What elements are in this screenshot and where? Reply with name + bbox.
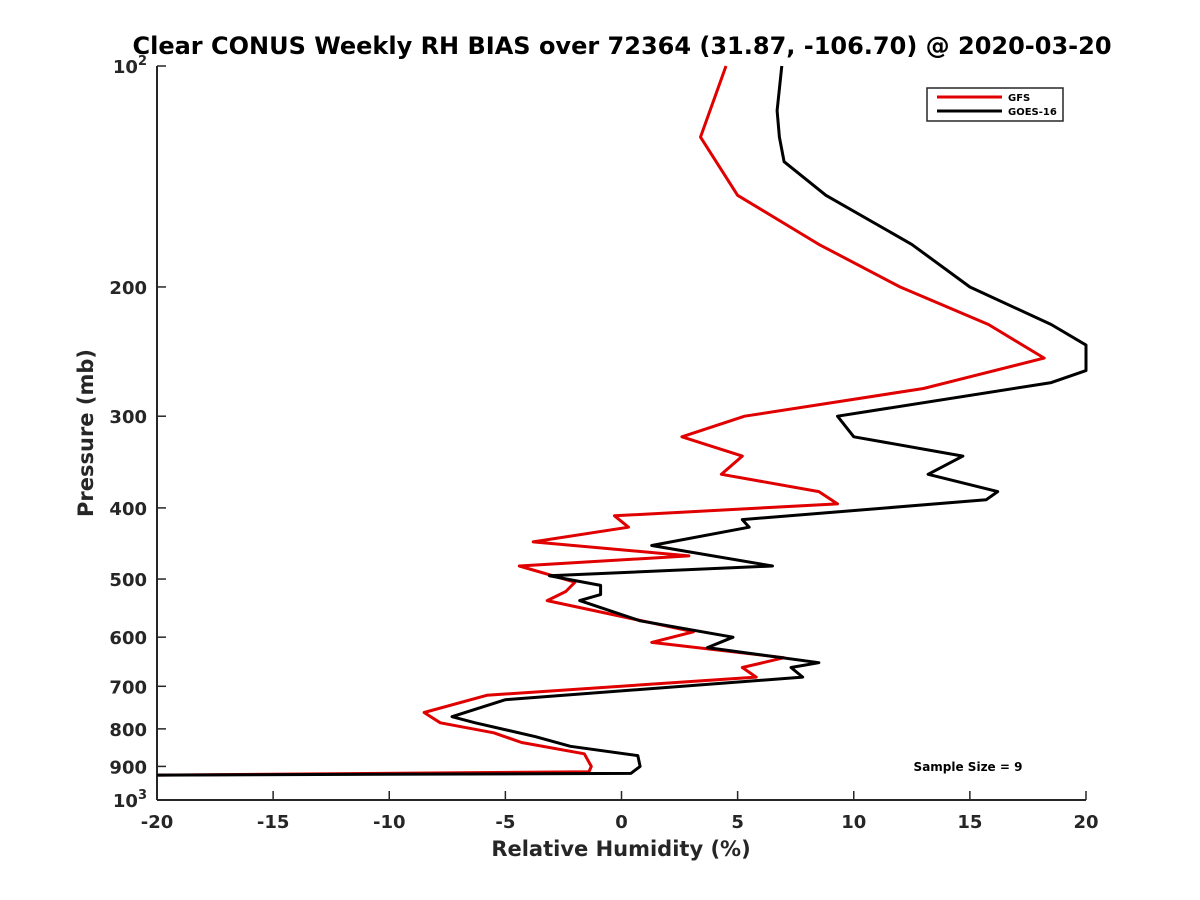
y-tick-label: 500 (109, 570, 147, 591)
sample-size-annotation: Sample Size = 9 (914, 760, 1023, 774)
series-lines (156, 65, 1088, 777)
y-tick-label: 600 (109, 628, 147, 649)
y-tick-label: 400 (109, 499, 147, 520)
x-tick-label: 10 (841, 812, 866, 833)
y-tick-label: 700 (109, 677, 147, 698)
legend-label-goes-16: GOES-16 (1008, 107, 1057, 118)
series-line-goes-16 (156, 65, 1088, 777)
legend-box (926, 87, 1064, 122)
x-tick-label: 20 (1073, 812, 1098, 833)
x-tick-label: 0 (615, 812, 628, 833)
y-tick-label: 103 (113, 788, 147, 812)
x-tick-label: -5 (495, 812, 515, 833)
legend-label-gfs: GFS (1008, 93, 1030, 104)
legend: GFS GOES-16 (926, 87, 1064, 122)
x-tick-label: 5 (731, 812, 744, 833)
chart-title: Clear CONUS Weekly RH BIAS over 72364 (3… (132, 32, 1111, 60)
x-tick-label: -20 (141, 812, 174, 833)
x-tick-label: 15 (957, 812, 982, 833)
y-tick-label: 800 (109, 720, 147, 741)
x-axis-label: Relative Humidity (%) (491, 837, 750, 861)
y-ticks: 102 200 300 400 500 600 700 800 900 103 (109, 54, 166, 812)
y-tick-label: 900 (109, 757, 147, 778)
x-ticks: -20 -15 -10 -5 0 5 10 15 20 (141, 791, 1099, 833)
y-axis-label: Pressure (mb) (74, 349, 98, 517)
x-tick-label: -15 (257, 812, 290, 833)
y-tick-label: 200 (109, 278, 147, 299)
y-tick-label: 300 (109, 407, 147, 428)
series-line-gfs (156, 65, 1046, 777)
y-tick-label: 102 (113, 54, 147, 78)
x-tick-label: -10 (373, 812, 406, 833)
